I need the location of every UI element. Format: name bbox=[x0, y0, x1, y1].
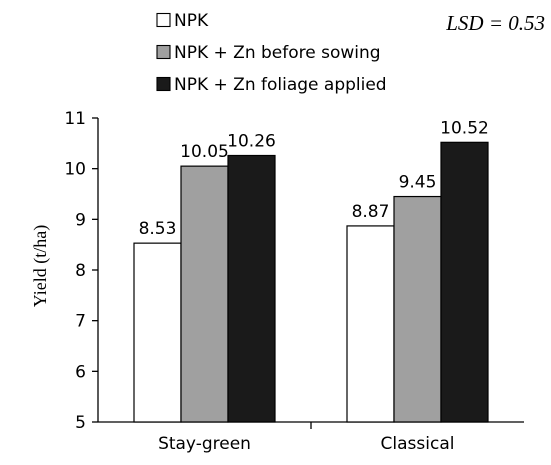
y-tick-label: 7 bbox=[75, 312, 86, 332]
data-label: 8.53 bbox=[139, 219, 177, 239]
bar bbox=[180, 165, 229, 423]
legend-swatch bbox=[156, 12, 171, 28]
legend-swatch bbox=[156, 76, 171, 92]
bar bbox=[346, 225, 395, 423]
y-tick-label: 6 bbox=[75, 362, 86, 382]
y-tick-label: 11 bbox=[64, 109, 86, 129]
data-label: 10.52 bbox=[440, 118, 489, 138]
data-label: 10.26 bbox=[227, 131, 276, 151]
legend-label: NPK + Zn foliage applied bbox=[174, 75, 387, 95]
x-tick-label: Stay-green bbox=[158, 434, 251, 454]
bar bbox=[133, 242, 182, 423]
data-label: 10.05 bbox=[180, 142, 229, 162]
lsd-annotation: LSD = 0.53 bbox=[445, 11, 545, 35]
y-tick-label: 8 bbox=[75, 261, 86, 281]
bar bbox=[227, 154, 276, 423]
y-axis-label: Yield (t/ha) bbox=[30, 225, 51, 307]
y-tick-label: 9 bbox=[75, 210, 86, 230]
x-tick-label: Classical bbox=[381, 434, 455, 454]
data-label: 9.45 bbox=[399, 173, 437, 193]
legend-label: NPK bbox=[174, 11, 209, 31]
legend: NPK NPK + Zn before sowing NPK + Zn foliag… bbox=[156, 11, 387, 95]
axes: 5 6 7 8 9 10 11 Stay-green Classical bbox=[64, 109, 524, 454]
bar bbox=[393, 195, 442, 423]
bar bbox=[440, 141, 489, 423]
legend-label: NPK + Zn before sowing bbox=[174, 43, 381, 63]
y-tick-label: 10 bbox=[64, 160, 86, 180]
legend-swatch bbox=[156, 44, 171, 60]
y-tick-label: 5 bbox=[75, 413, 86, 433]
bars: 8.53 8.87 10.05 9.45 10.26 10.52 bbox=[133, 118, 489, 423]
data-label: 8.87 bbox=[352, 202, 390, 222]
